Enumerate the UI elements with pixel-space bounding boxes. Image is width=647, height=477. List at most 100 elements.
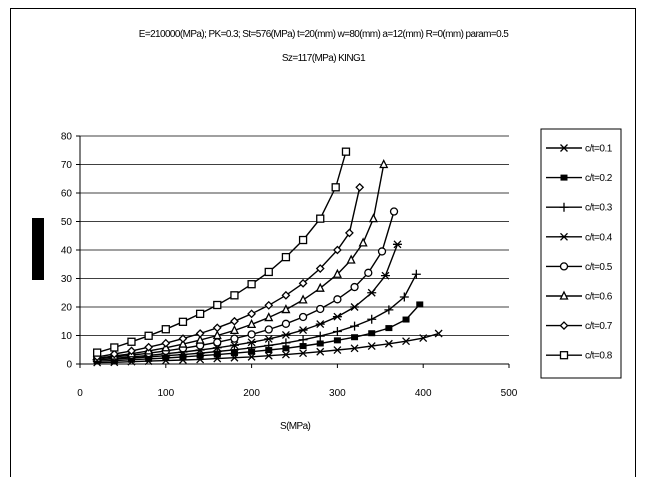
data-point	[298, 335, 308, 345]
data-point	[299, 349, 308, 358]
y-tick-label: 70	[61, 160, 73, 171]
data-point	[247, 280, 256, 289]
x-tick-label: 300	[329, 388, 346, 399]
data-point	[358, 237, 368, 247]
data-point	[264, 312, 274, 322]
data-point	[281, 290, 291, 300]
data-point	[331, 183, 340, 192]
data-point	[316, 340, 324, 347]
data-point	[265, 347, 273, 354]
data-point	[299, 343, 307, 350]
data-point	[316, 214, 325, 223]
data-point	[377, 247, 387, 256]
legend-marker	[559, 321, 569, 331]
data-point	[411, 269, 421, 279]
data-point	[350, 321, 360, 331]
data-point	[419, 334, 428, 343]
chart-subtitle: Sz=117(MPa) KING1	[281, 53, 366, 64]
data-point	[144, 342, 154, 352]
data-point	[212, 330, 222, 340]
data-point	[109, 349, 119, 359]
y-tick-label: 10	[61, 331, 73, 342]
data-point	[350, 344, 359, 353]
series-line	[96, 151, 347, 354]
data-point	[281, 252, 291, 262]
data-point	[281, 330, 291, 339]
data-point	[127, 346, 136, 356]
data-point	[264, 340, 274, 350]
data-point	[368, 330, 376, 337]
data-point	[367, 288, 377, 297]
x-tick-label: 0	[77, 388, 83, 399]
data-point	[264, 325, 273, 334]
data-point	[416, 301, 424, 308]
data-point	[344, 228, 354, 238]
legend-label: c/t=0.5	[585, 262, 613, 273]
data-point	[110, 343, 119, 352]
data-point	[341, 147, 351, 156]
y-tick-label: 30	[61, 274, 73, 285]
data-point	[367, 342, 376, 351]
data-point	[93, 348, 102, 357]
y-tick-label: 60	[61, 189, 73, 200]
data-point	[333, 295, 342, 304]
data-point	[247, 330, 256, 339]
y-tick-label: 20	[61, 303, 73, 314]
data-point	[351, 334, 359, 341]
data-point	[316, 347, 325, 356]
data-point	[212, 323, 222, 333]
legend-marker	[559, 262, 569, 271]
x-tick-label: 100	[157, 388, 174, 399]
data-point	[350, 303, 360, 311]
data-point	[333, 337, 341, 344]
data-point	[230, 291, 239, 300]
data-point	[282, 345, 290, 352]
y-tick-label: 40	[61, 246, 73, 257]
y-tick-label: 50	[61, 217, 73, 228]
data-point	[298, 312, 308, 322]
data-point	[213, 300, 222, 310]
legend-label: c/t=0.7	[585, 321, 613, 332]
data-point	[333, 346, 342, 354]
data-point	[247, 309, 257, 319]
data-point	[298, 235, 308, 245]
legend-label: c/t=0.2	[585, 173, 613, 184]
data-point	[161, 325, 170, 334]
data-point	[264, 334, 274, 343]
data-point	[364, 268, 373, 277]
data-point	[368, 213, 378, 223]
data-point	[264, 351, 273, 360]
data-point	[392, 240, 402, 249]
data-point	[247, 343, 257, 353]
legend-marker	[559, 351, 569, 360]
data-point	[298, 326, 308, 335]
y-tick-label: 0	[66, 360, 72, 371]
data-point	[229, 324, 239, 335]
data-point	[281, 338, 291, 348]
data-point	[195, 309, 205, 318]
y-tick-label: 80	[61, 132, 73, 143]
data-point	[247, 338, 257, 347]
legend-label: c/t=0.8	[585, 351, 613, 362]
legend-marker	[560, 144, 568, 152]
data-point	[127, 337, 136, 346]
data-point	[230, 316, 239, 326]
data-point	[264, 300, 274, 310]
data-point	[264, 267, 273, 277]
data-point	[332, 312, 342, 321]
data-point	[385, 325, 393, 332]
legend-marker	[559, 232, 569, 241]
x-tick-label: 200	[243, 388, 260, 399]
data-point	[178, 334, 188, 344]
legend-box	[540, 128, 622, 379]
data-point	[195, 329, 205, 338]
legend-marker	[559, 290, 569, 300]
data-point	[332, 268, 342, 278]
data-point	[350, 282, 359, 292]
data-point	[399, 292, 409, 302]
data-point	[161, 338, 171, 348]
legend-label: c/t=0.1	[585, 144, 613, 155]
legend-marker	[559, 202, 569, 212]
data-point	[298, 278, 308, 288]
data-point	[281, 304, 291, 314]
